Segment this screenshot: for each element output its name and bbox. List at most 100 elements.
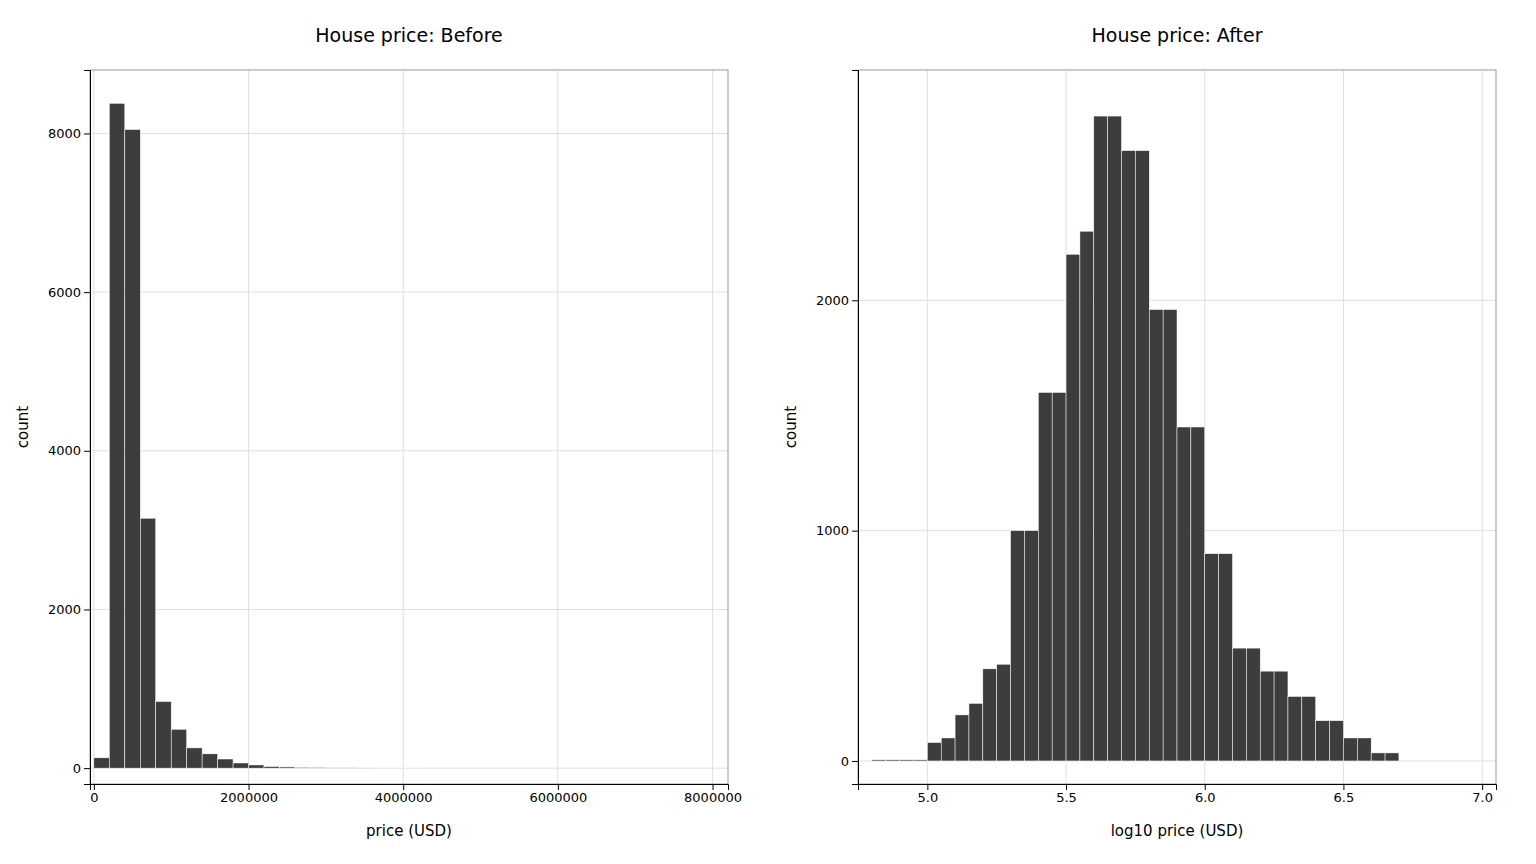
tick-mark <box>249 784 250 790</box>
bar <box>1066 254 1080 761</box>
bar <box>1260 671 1274 761</box>
grid-line-y <box>90 133 728 134</box>
tick-label: 0 <box>73 761 81 776</box>
y-axis-title: count <box>14 406 32 448</box>
bar <box>1024 531 1038 761</box>
bar <box>1371 753 1385 761</box>
axis-line <box>852 71 859 785</box>
bars <box>94 103 419 768</box>
tick-mark <box>558 784 559 790</box>
grid-line-y <box>858 300 1496 301</box>
tick-label: 6.0 <box>1195 790 1216 805</box>
bar <box>997 664 1011 761</box>
plot-frame <box>858 70 1496 784</box>
x-axis: 5.05.56.06.57.0 <box>859 784 1497 805</box>
tick-label: 4000 <box>48 443 81 458</box>
y-axis: 02000400060008000 <box>48 71 91 785</box>
title: House price: After <box>1092 24 1263 46</box>
tick: 1000 <box>816 523 858 538</box>
bar <box>264 767 279 769</box>
tick-mark <box>84 292 90 293</box>
title: House price: Before <box>315 24 502 46</box>
bar <box>955 715 969 761</box>
grid-line-x <box>403 70 404 784</box>
grid <box>90 70 728 784</box>
tick-mark <box>84 609 90 610</box>
bar <box>886 760 900 761</box>
bar <box>1357 738 1371 761</box>
bar <box>969 703 983 761</box>
tick: 6000 <box>48 285 90 300</box>
bar <box>1219 554 1233 761</box>
bar <box>1246 648 1260 761</box>
bar <box>372 768 387 769</box>
tick-mark <box>927 784 928 790</box>
bar <box>1288 696 1302 760</box>
tick: 6000000 <box>529 784 587 805</box>
grid <box>858 70 1496 784</box>
tick-label: 2000 <box>48 602 81 617</box>
bar <box>171 729 186 768</box>
tick-label: 2000 <box>816 293 849 308</box>
bar <box>1385 753 1399 761</box>
bar <box>310 767 325 769</box>
bar <box>900 760 914 761</box>
grid-line-x <box>557 70 558 784</box>
tick: 0 <box>841 754 858 769</box>
bar <box>913 760 927 761</box>
bar <box>1302 696 1316 760</box>
bar <box>357 767 372 768</box>
bar <box>125 130 140 769</box>
tick: 0 <box>73 761 90 776</box>
chart-root: 0 2000000 4000000 6000000 8000000 0 2000 4000 60… <box>0 0 1536 864</box>
bar <box>156 701 171 768</box>
bar <box>1080 231 1094 761</box>
tick-mark <box>852 761 858 762</box>
tick-label: 0 <box>90 790 98 805</box>
tick: 2000 <box>816 293 858 308</box>
bar <box>218 759 233 768</box>
bar <box>983 669 997 761</box>
tick-mark <box>1343 784 1344 790</box>
bars <box>872 116 1399 761</box>
tick-label: 8000000 <box>684 790 742 805</box>
tick-mark <box>84 451 90 452</box>
axis-line <box>91 785 729 791</box>
bar <box>249 765 264 768</box>
bar <box>1343 738 1357 761</box>
tick-label: 2000000 <box>220 790 278 805</box>
panel: 0 2000000 4000000 6000000 8000000 0 2000 4000 60… <box>14 24 742 840</box>
bar <box>1232 648 1246 761</box>
tick: 2000 <box>48 602 90 617</box>
bar <box>295 767 310 769</box>
tick-label: 1000 <box>816 523 849 538</box>
bar <box>233 763 248 768</box>
tick: 0 <box>90 784 98 805</box>
tick-mark <box>1205 784 1206 790</box>
bar <box>1177 427 1191 761</box>
bar <box>1094 116 1108 761</box>
tick-mark <box>403 784 404 790</box>
bar <box>187 748 202 768</box>
tick-mark <box>713 784 714 790</box>
axis-line <box>859 785 1497 791</box>
tick: 6.0 <box>1195 784 1216 805</box>
bar <box>403 768 418 769</box>
grid-line-y <box>90 609 728 610</box>
bar <box>140 518 155 768</box>
tick-mark <box>94 784 95 790</box>
bar <box>202 754 217 768</box>
tick-label: 5.5 <box>1056 790 1077 805</box>
tick-mark <box>84 768 90 769</box>
bar <box>927 743 941 761</box>
bar <box>1191 427 1205 761</box>
tick-label: 4000000 <box>375 790 433 805</box>
tick-label: 6.5 <box>1334 790 1355 805</box>
tick-mark <box>852 300 858 301</box>
panel: 5.05.56.06.57.0010002000House price: Aft… <box>782 24 1497 840</box>
bar <box>109 103 124 768</box>
tick-label: 6000000 <box>529 790 587 805</box>
tick: 7.0 <box>1472 784 1493 805</box>
bar <box>1135 151 1149 761</box>
bar <box>1149 310 1163 761</box>
